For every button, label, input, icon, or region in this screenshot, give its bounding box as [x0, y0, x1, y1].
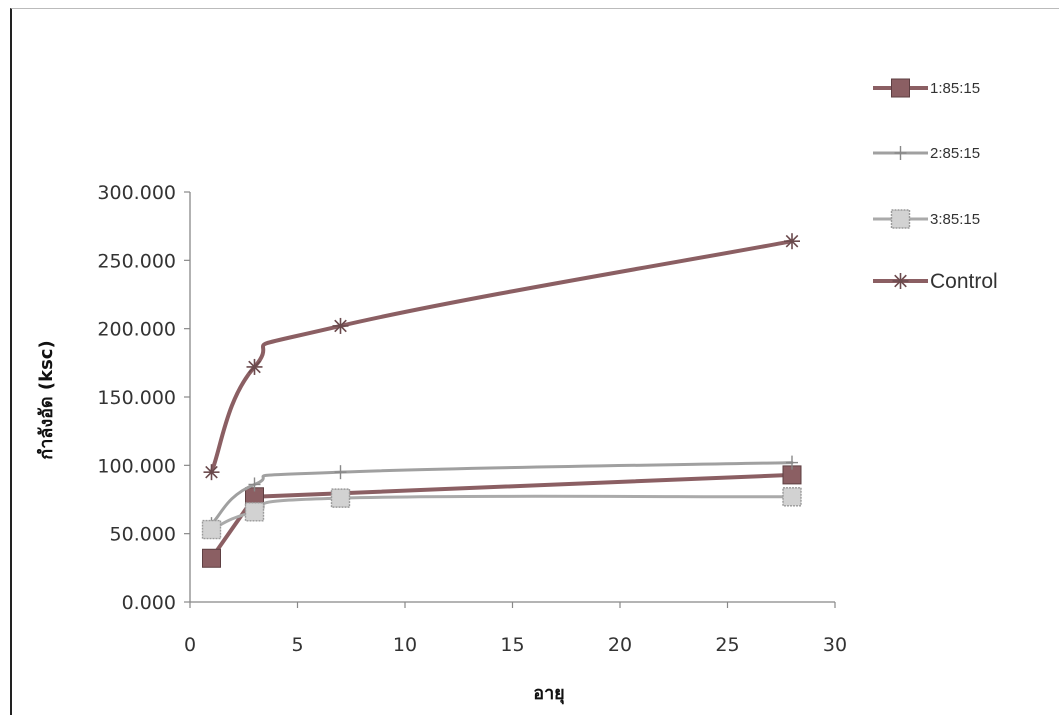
y-tick-label: 0.000: [122, 592, 176, 614]
x-tick-label: 30: [823, 634, 847, 656]
legend-marker: [890, 209, 911, 229]
series-line: [209, 239, 794, 475]
legend: 1:85:15 2:85:15 3:85:15 Control: [873, 78, 998, 293]
y-tick-label: 300.000: [97, 182, 176, 204]
plot-area: 0.000 50.000 100.000 150.000 200.000 250.000 3…: [97, 182, 847, 656]
x-tick-label: 5: [291, 634, 303, 656]
series-line: [209, 472, 793, 560]
data-point: [782, 487, 802, 507]
data-point: [248, 477, 261, 492]
y-tick-label: 250.000: [97, 250, 176, 272]
legend-label: Control: [930, 270, 998, 293]
legend-label: 2:85:15: [930, 145, 980, 162]
legend-marker: [891, 78, 910, 98]
x-tick-label: 20: [608, 634, 632, 656]
legend-label: 1:85:15: [930, 80, 980, 97]
x-tick-label: 25: [715, 634, 739, 656]
y-tick-label: 150.000: [97, 387, 176, 409]
legend-label: 3:85:15: [930, 211, 980, 228]
x-axis-title: อายุ: [533, 683, 564, 705]
data-point: [202, 548, 221, 568]
data-point: [201, 519, 222, 540]
data-point: [330, 488, 351, 508]
x-tick-label: 15: [500, 634, 524, 656]
series-line: [210, 461, 794, 526]
data-point: [334, 465, 347, 480]
y-tick-label: 50.000: [110, 524, 176, 546]
chart-frame: [10, 8, 1059, 715]
data-point: [784, 233, 800, 250]
x-tick-label: 10: [393, 634, 417, 656]
data-point: [246, 358, 263, 375]
series-line: [210, 494, 794, 532]
data-point: [332, 317, 349, 334]
data-point: [786, 455, 798, 470]
legend-marker: [894, 146, 907, 160]
x-tick-label: 0: [184, 634, 196, 656]
legend-marker: [892, 273, 909, 289]
y-tick-label: 100.000: [97, 455, 176, 477]
y-axis-title: กำลังอัด (ksc): [36, 340, 57, 459]
data-point: [244, 502, 265, 522]
data-point: [203, 464, 220, 481]
y-tick-label: 200.000: [97, 319, 176, 341]
